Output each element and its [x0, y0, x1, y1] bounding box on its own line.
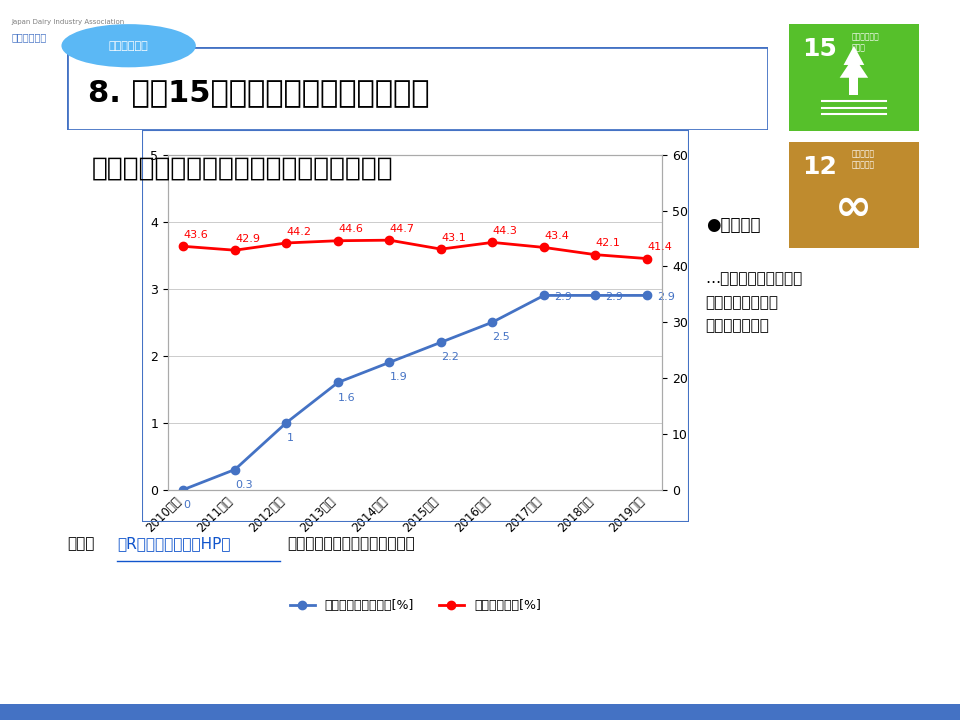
Text: 8. 目標15：持続可能な森林経営支援: 8. 目標15：持続可能な森林経営支援	[88, 78, 430, 107]
Text: 0: 0	[183, 500, 190, 510]
Text: 43.6: 43.6	[183, 230, 208, 240]
FancyBboxPatch shape	[850, 76, 858, 95]
FancyBboxPatch shape	[789, 142, 919, 248]
Text: 日本乳業協会: 日本乳業協会	[108, 41, 149, 50]
Text: …牛乳パックを含む、
　アルミ不使用の
　飲料用紙容器: …牛乳パックを含む、 アルミ不使用の 飲料用紙容器	[706, 271, 803, 333]
Text: 2.9: 2.9	[554, 292, 571, 302]
Legend: 左軸：リデュース率[%], 右軸：回収率[%]: 左軸：リデュース率[%], 右軸：回収率[%]	[284, 594, 546, 617]
Text: 44.6: 44.6	[338, 225, 363, 235]
Text: 1.6: 1.6	[338, 392, 355, 402]
Text: 出所：: 出所：	[67, 536, 95, 551]
FancyBboxPatch shape	[789, 24, 919, 131]
Text: 2.5: 2.5	[492, 332, 510, 342]
Text: 陸の豊かさも
守ろう: 陸の豊かさも 守ろう	[852, 32, 879, 52]
Text: 43.1: 43.1	[441, 233, 466, 243]
Text: フォローアップ報告より再作成: フォローアップ報告より再作成	[287, 536, 415, 551]
Text: 43.4: 43.4	[544, 231, 569, 241]
Text: 44.7: 44.7	[390, 224, 415, 234]
Text: （２）紙パックのリデュース・リサイクル: （２）紙パックのリデュース・リサイクル	[92, 156, 394, 181]
Text: 15: 15	[803, 37, 837, 61]
Text: 41.4: 41.4	[647, 242, 672, 252]
Text: 42.9: 42.9	[235, 234, 260, 244]
Text: 1: 1	[286, 433, 294, 443]
Text: 0.3: 0.3	[235, 480, 252, 490]
Text: 44.2: 44.2	[286, 227, 311, 237]
FancyBboxPatch shape	[67, 47, 768, 130]
Text: 42.1: 42.1	[595, 238, 620, 248]
Text: 44.3: 44.3	[492, 226, 517, 236]
Text: 12: 12	[803, 155, 837, 179]
Text: 2.9: 2.9	[657, 292, 675, 302]
Polygon shape	[840, 56, 868, 78]
FancyBboxPatch shape	[0, 704, 960, 720]
Text: 一般社団法人: 一般社団法人	[12, 32, 47, 42]
Text: つくる責任
つかう責任: つくる責任 つかう責任	[852, 149, 875, 169]
Polygon shape	[844, 46, 864, 65]
Ellipse shape	[61, 24, 196, 68]
Text: Japan Dairy Industry Association: Japan Dairy Industry Association	[12, 19, 125, 24]
Text: 2.9: 2.9	[605, 292, 623, 302]
Text: ３R推進団体連絡会HP: ３R推進団体連絡会HP	[117, 536, 230, 551]
Text: 1.9: 1.9	[390, 372, 407, 382]
Text: 2.2: 2.2	[441, 352, 459, 362]
Text: ∞: ∞	[835, 186, 873, 230]
Text: ●紙パック: ●紙パック	[706, 216, 760, 234]
